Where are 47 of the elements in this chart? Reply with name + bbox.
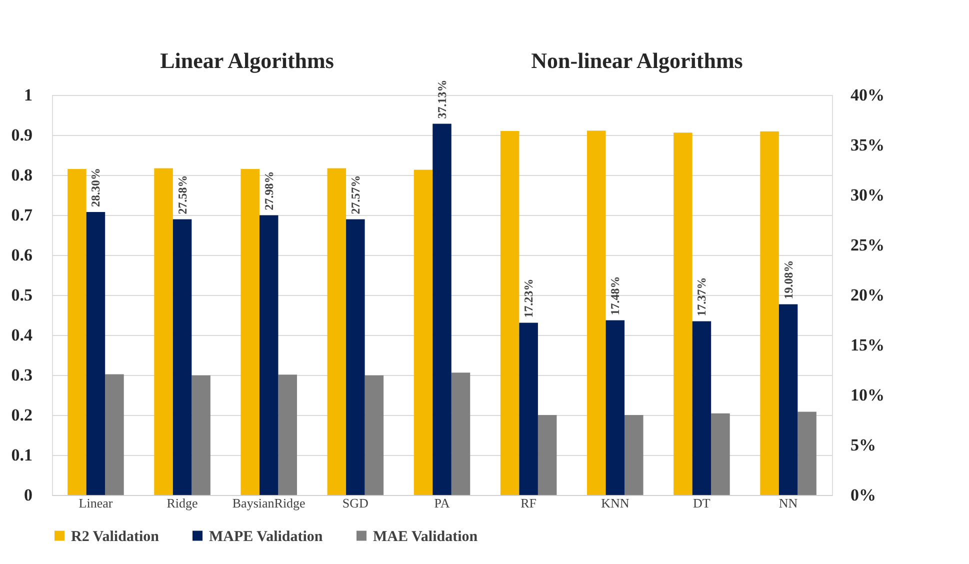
bar <box>500 131 520 495</box>
y-tick-label: 0.6 <box>11 246 32 264</box>
x-tick-label: Linear <box>78 496 114 510</box>
y-tick-label: 0.3 <box>11 366 32 384</box>
x-tick-label: PA <box>434 496 450 510</box>
x-tick-label: KNN <box>601 496 630 510</box>
legend-label: R2 Validation <box>71 528 160 545</box>
y-tick-label: 0.1 <box>11 446 32 464</box>
y-tick-label: 0.7 <box>11 206 33 224</box>
x-tick-label: DT <box>693 496 710 510</box>
x-tick-label: Ridge <box>166 496 198 510</box>
y2-tick-label: 40% <box>850 86 884 104</box>
data-label: 17.37% <box>694 277 709 316</box>
data-label: 27.57% <box>348 175 362 214</box>
y2-tick-label: 25% <box>850 236 884 254</box>
x-tick-label: NN <box>778 496 798 510</box>
data-label: 17.48% <box>608 276 622 316</box>
x-tick-label: RF <box>520 496 537 510</box>
legend-label: MAE Validation <box>373 528 478 545</box>
y2-tick-label: 5% <box>850 436 876 454</box>
y-tick-label: 0.4 <box>11 326 33 344</box>
y2-tick-label: 30% <box>850 186 884 204</box>
data-label: 28.30% <box>88 168 103 207</box>
text: Non-linear Algorithms <box>531 48 744 73</box>
text: Linear Algorithms <box>160 48 334 73</box>
legend-label: MAPE Validation <box>209 528 324 545</box>
data-label: 19.08% <box>781 260 796 300</box>
bar <box>587 130 606 495</box>
y-tick-label: 0.2 <box>11 406 32 424</box>
y-tick-label: 1 <box>24 86 32 104</box>
x-tick-label: BaysianRidge <box>232 496 306 510</box>
data-label: 27.98% <box>262 171 276 210</box>
data-label: 37.13% <box>435 80 449 119</box>
y-tick-label: 0.5 <box>11 286 32 304</box>
y2-tick-label: 35% <box>850 136 884 154</box>
y-tick-label: 0.9 <box>11 126 32 144</box>
data-label: 17.23% <box>522 278 536 318</box>
y2-tick-label: 10% <box>850 386 884 404</box>
y2-tick-label: 0% <box>850 486 876 504</box>
bar <box>674 132 692 495</box>
bar <box>451 372 470 495</box>
data-label: 27.58% <box>175 175 190 214</box>
y2-tick-label: 15% <box>850 336 884 354</box>
y-tick-label: 0 <box>24 486 32 504</box>
y-tick-label: 0.8 <box>11 166 32 184</box>
y2-tick-label: 20% <box>850 286 884 304</box>
x-tick-label: SGD <box>342 496 368 510</box>
